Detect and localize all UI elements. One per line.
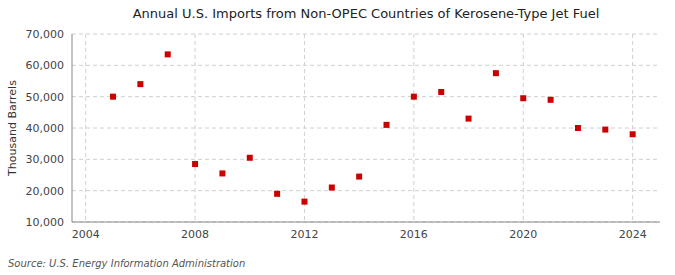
point [301, 199, 307, 205]
x-grid-line [632, 34, 633, 222]
chart-svg: Annual U.S. Imports from Non-OPEC Countr… [0, 0, 675, 275]
point [493, 70, 499, 76]
point [274, 191, 280, 197]
points [110, 51, 636, 204]
point [520, 95, 526, 101]
y-tick-label: 30,000 [26, 153, 65, 166]
y-grid-line [72, 128, 660, 129]
y-tick-label: 40,000 [26, 122, 65, 135]
y-tick-label: 20,000 [26, 185, 65, 198]
x-axis-line [72, 222, 660, 223]
point [602, 127, 608, 133]
point [110, 94, 116, 100]
x-tick-label: 2008 [181, 228, 209, 241]
point [137, 81, 143, 87]
y-tick-label: 70,000 [26, 28, 65, 41]
y-grid-line [72, 190, 660, 191]
y-grid-line [72, 96, 660, 97]
y-tick-label: 60,000 [26, 59, 65, 72]
y-grid-line [72, 222, 660, 223]
y-grid-line [72, 65, 660, 66]
x-grid-line [85, 34, 86, 222]
source-annotation: Source: U.S. Energy Information Administ… [8, 258, 245, 269]
x-tick-label: 2024 [619, 228, 647, 241]
y-axis-line [72, 34, 73, 222]
point [548, 97, 554, 103]
point [384, 122, 390, 128]
point [165, 51, 171, 57]
y-axis-label: Thousand Barrels [6, 80, 19, 177]
point [575, 125, 581, 131]
x-tick-label: 2016 [400, 228, 428, 241]
x-tick-label: 2020 [509, 228, 537, 241]
y-tick-label: 10,000 [26, 216, 65, 229]
y-grid-line [72, 34, 660, 35]
point [630, 131, 636, 137]
chart-container: Annual U.S. Imports from Non-OPEC Countr… [0, 0, 675, 275]
grid [72, 34, 660, 222]
point [247, 155, 253, 161]
chart-title: Annual U.S. Imports from Non-OPEC Countr… [133, 6, 600, 21]
x-grid-line [523, 34, 524, 222]
x-grid-line [413, 34, 414, 222]
point [356, 174, 362, 180]
point [219, 170, 225, 176]
x-tick-label: 2012 [290, 228, 318, 241]
point [411, 94, 417, 100]
y-grid-line [72, 159, 660, 160]
point [329, 185, 335, 191]
x-grid-line [304, 34, 305, 222]
x-tick-label: 2004 [72, 228, 100, 241]
point [192, 161, 198, 167]
x-grid-line [195, 34, 196, 222]
y-tick-label: 50,000 [26, 91, 65, 104]
point [466, 116, 472, 122]
point [438, 89, 444, 95]
